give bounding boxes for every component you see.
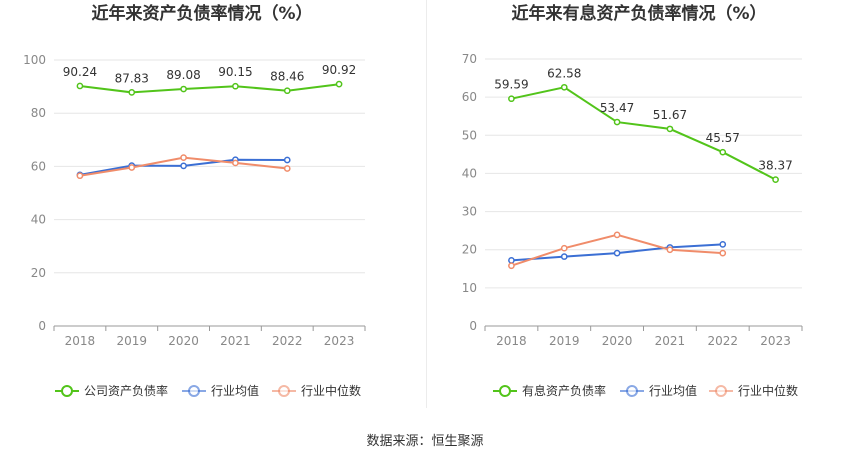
y-tick-label: 0 xyxy=(469,319,477,333)
y-tick-label: 40 xyxy=(31,213,46,227)
legend-item: 有息资产负债率 xyxy=(493,383,606,398)
data-point xyxy=(560,244,568,252)
legend-label: 行业均值 xyxy=(211,383,259,398)
data-point xyxy=(508,262,515,270)
x-tick-label: 2023 xyxy=(760,334,791,348)
legend-marker xyxy=(188,385,200,397)
data-point xyxy=(180,162,187,170)
legend-label: 行业中位数 xyxy=(738,383,798,398)
y-tick-label: 20 xyxy=(462,243,477,257)
legend-label: 公司资产负债率 xyxy=(84,383,168,398)
data-label: 45.57 xyxy=(706,131,740,145)
data-point xyxy=(719,249,727,257)
data-label: 62.58 xyxy=(547,66,581,80)
y-tick-label: 10 xyxy=(462,281,477,295)
data-label: 89.08 xyxy=(166,68,200,82)
data-point xyxy=(335,80,343,88)
data-point xyxy=(76,172,84,180)
legend-label: 行业中位数 xyxy=(301,383,361,398)
data-point xyxy=(232,159,239,167)
x-tick-label: 2021 xyxy=(220,334,251,348)
legend-marker xyxy=(499,385,511,397)
y-tick-label: 40 xyxy=(462,166,477,180)
interest-debt-ratio-chart: 近年来有息资产负债率情况（%） 0 10 20 30 40 50 60 70 2018 2019 20… xyxy=(462,3,803,398)
data-label: 87.83 xyxy=(115,71,149,85)
data-point xyxy=(613,249,621,257)
data-label: 53.47 xyxy=(600,101,634,115)
data-point xyxy=(128,89,136,96)
y-tick-label: 60 xyxy=(462,90,477,104)
y-tick-label: 70 xyxy=(462,52,477,66)
data-label: 59.59 xyxy=(494,78,528,92)
x-tick-label: 2019 xyxy=(549,334,580,348)
y-tick-label: 80 xyxy=(31,106,46,120)
y-tick-label: 50 xyxy=(462,128,477,142)
y-tick-label: 30 xyxy=(462,205,477,219)
data-point xyxy=(508,95,515,103)
data-point xyxy=(283,165,291,172)
data-point xyxy=(232,82,239,90)
x-tick-label: 2023 xyxy=(324,334,355,348)
y-tick-label: 60 xyxy=(31,159,46,173)
y-tick-label: 20 xyxy=(31,266,46,280)
data-point xyxy=(283,156,291,164)
x-tick-label: 2019 xyxy=(116,334,147,348)
legend-marker xyxy=(715,385,727,397)
data-point xyxy=(283,87,291,95)
data-point xyxy=(560,83,568,91)
data-label: 51.67 xyxy=(653,108,687,122)
data-point xyxy=(666,246,674,254)
legend-label: 有息资产负债率 xyxy=(522,383,606,398)
data-point xyxy=(128,164,136,171)
data-label: 90.24 xyxy=(63,65,97,79)
data-point xyxy=(560,253,568,260)
data-point xyxy=(772,176,779,183)
x-tick-label: 2022 xyxy=(272,334,303,348)
y-tick-label: 0 xyxy=(38,319,46,333)
data-point xyxy=(719,148,727,156)
data-label: 90.92 xyxy=(322,63,356,77)
x-tick-label: 2018 xyxy=(496,334,527,348)
series-line-0 xyxy=(79,83,340,94)
x-tick-label: 2021 xyxy=(655,334,686,348)
x-tick-label: 2018 xyxy=(65,334,96,348)
legend-label: 行业均值 xyxy=(649,383,697,398)
interest-debt-ratio-chart-panel: 近年来有息资产负债率情况（%） 0 10 20 30 40 50 60 70 2018 2019 20… xyxy=(425,0,850,410)
y-tick-label: 100 xyxy=(23,53,46,67)
data-point xyxy=(613,118,621,126)
panel-divider xyxy=(426,0,427,408)
x-tick-label: 2022 xyxy=(707,334,738,348)
source-label: 数据来源：恒生聚源 xyxy=(366,434,484,449)
chart-title: 近年来有息资产负债率情况（%） xyxy=(511,3,766,24)
legend-item: 行业均值 xyxy=(620,383,697,398)
data-label: 90.15 xyxy=(218,65,252,79)
legend-item: 行业均值 xyxy=(182,383,259,398)
data-point xyxy=(76,82,84,90)
legend-item: 行业中位数 xyxy=(709,383,798,398)
data-point xyxy=(666,125,674,133)
data-point xyxy=(180,154,187,161)
legend-marker xyxy=(61,385,73,397)
data-point xyxy=(613,231,621,239)
legend-item: 公司资产负债率 xyxy=(55,383,168,398)
chart-title: 近年来资产负债率情况（%） xyxy=(91,3,312,24)
data-point xyxy=(719,241,727,248)
series-line-0 xyxy=(511,86,777,181)
debt-ratio-chart: 近年来资产负债率情况（%） 0 20 40 60 80 100 2018 2019 2020 202… xyxy=(23,3,366,398)
legend-marker xyxy=(626,385,638,397)
legend-marker xyxy=(278,385,290,397)
data-point xyxy=(180,85,187,93)
data-label: 88.46 xyxy=(270,70,304,84)
debt-ratio-chart-panel: 近年来资产负债率情况（%） 0 20 40 60 80 100 2018 2019 2020 202… xyxy=(0,0,425,410)
data-label: 38.37 xyxy=(758,159,792,173)
x-tick-label: 2020 xyxy=(168,334,199,348)
data-point xyxy=(508,257,515,264)
legend-item: 行业中位数 xyxy=(272,383,361,398)
x-tick-label: 2020 xyxy=(602,334,633,348)
